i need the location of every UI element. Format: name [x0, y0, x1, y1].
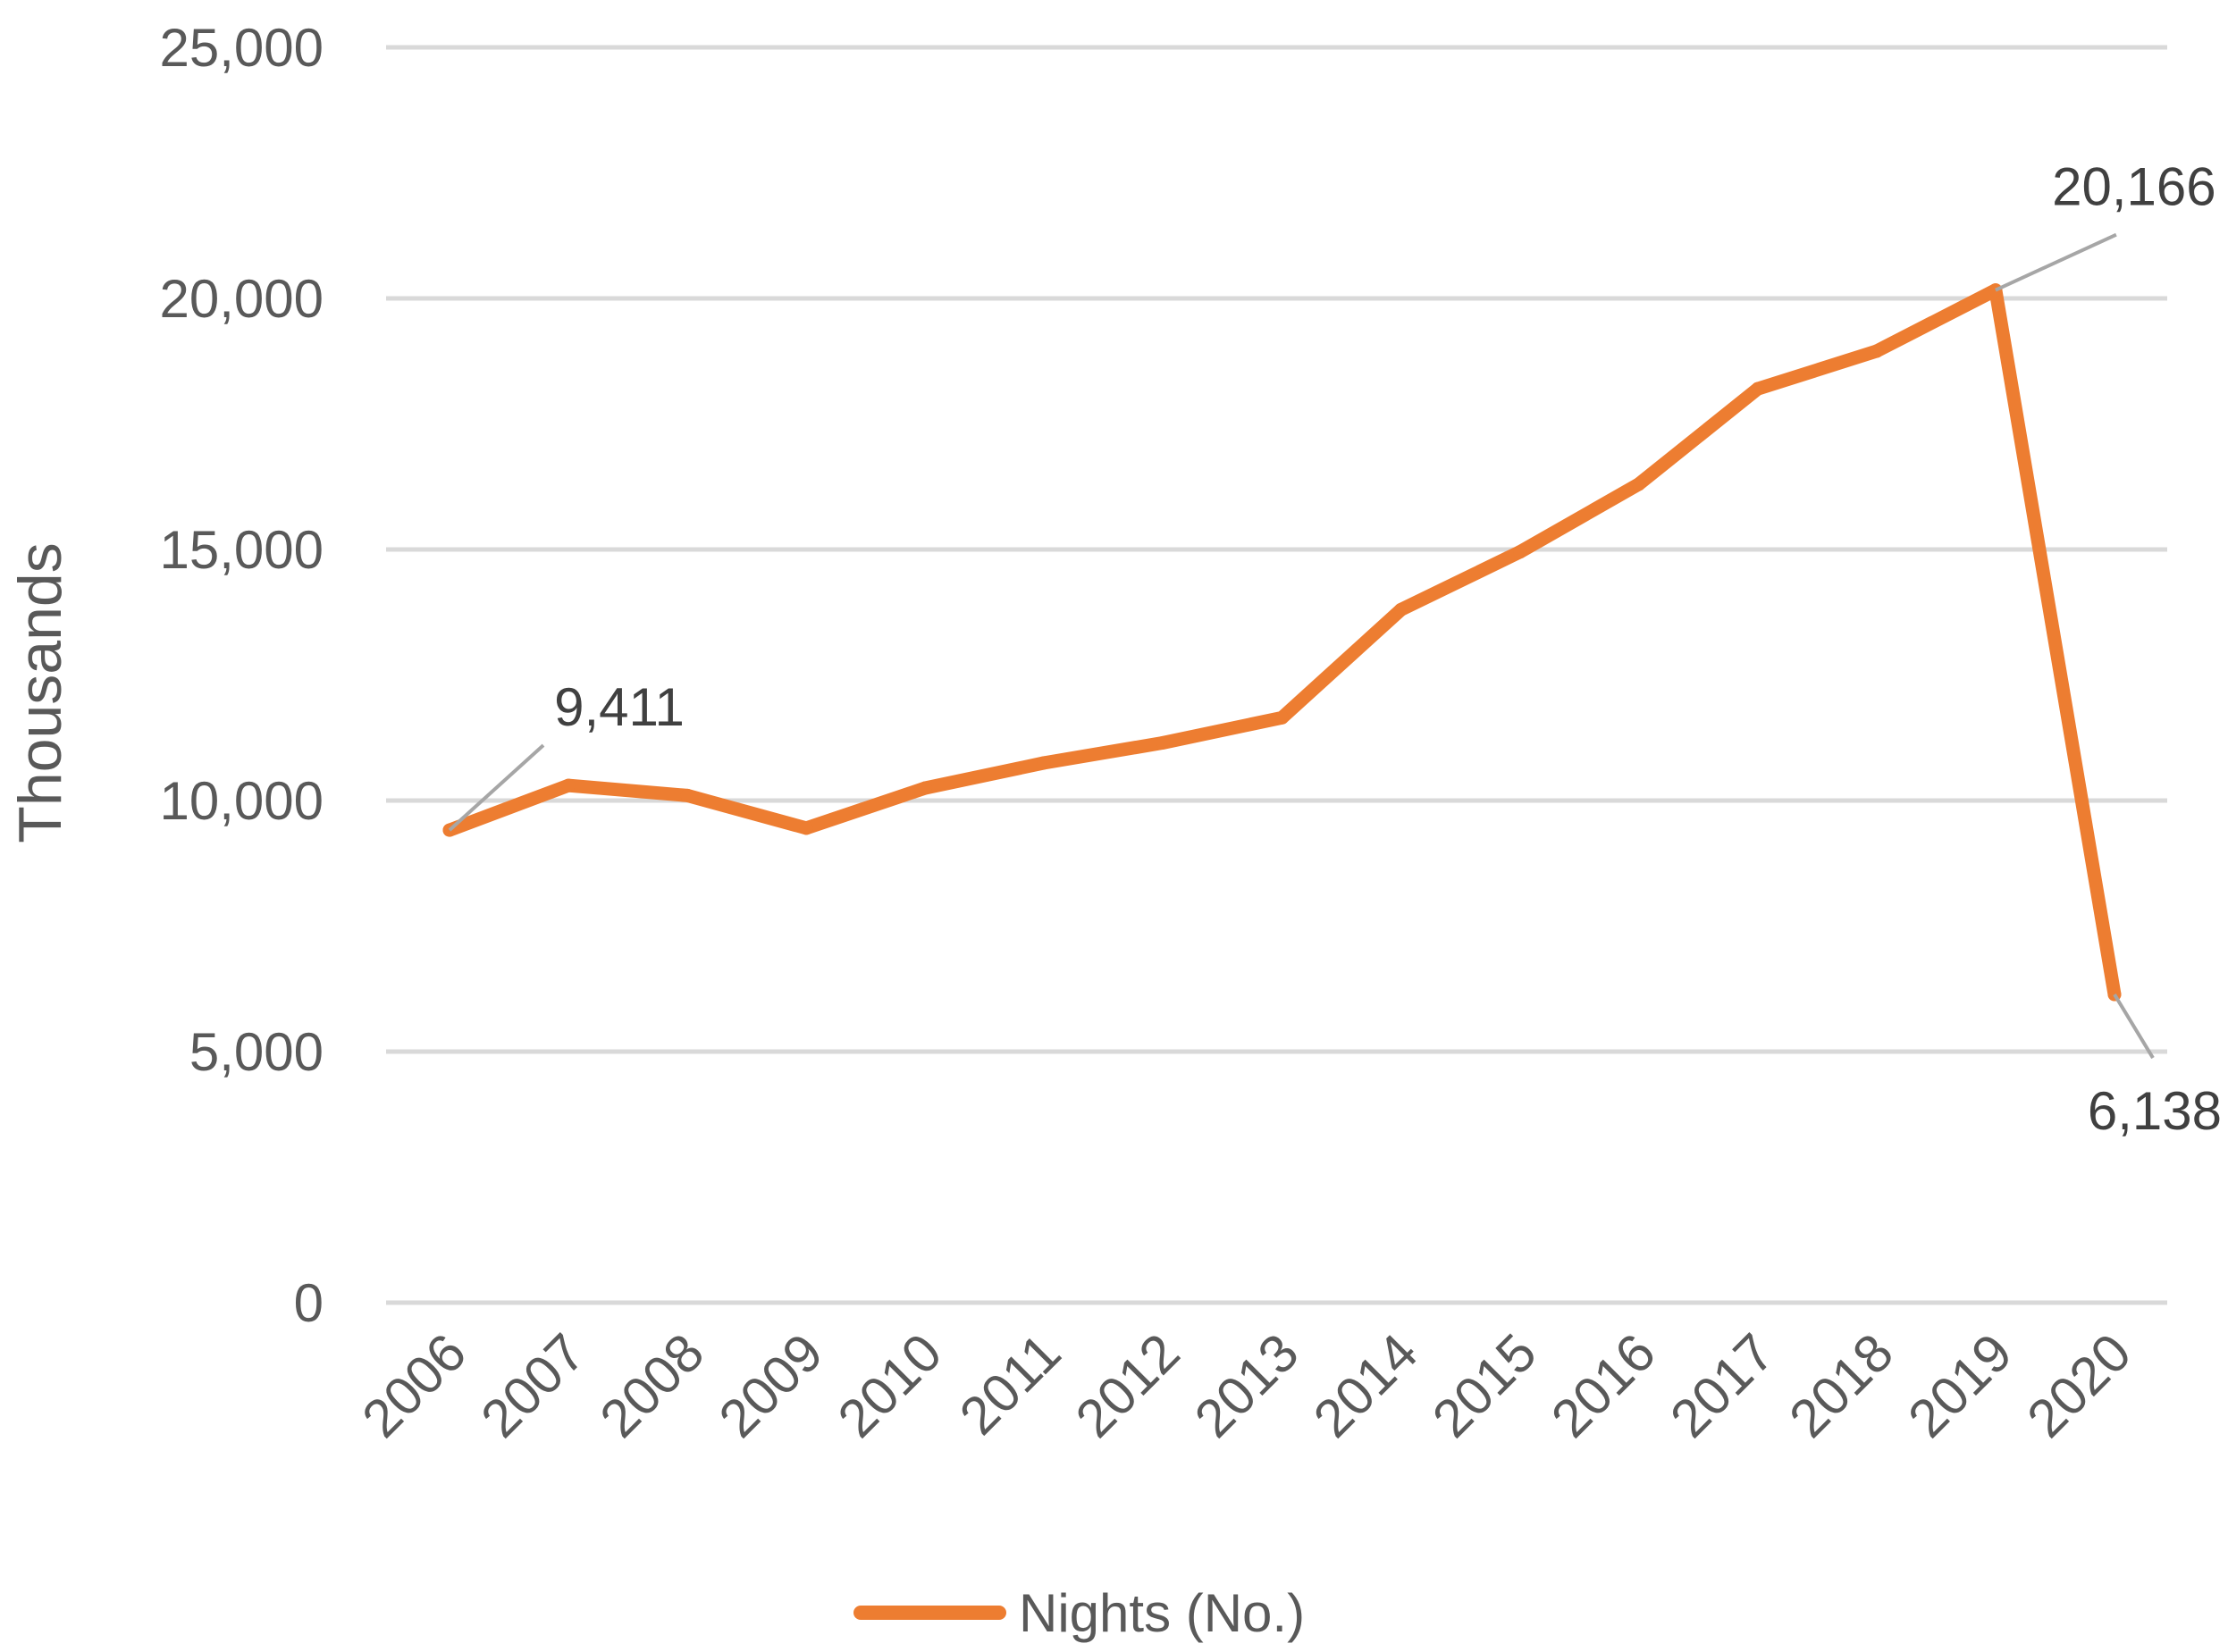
x-tick-label: 2006	[350, 1322, 477, 1449]
x-tick-label: 2015	[1421, 1322, 1548, 1449]
x-tick-label: 2008	[589, 1322, 716, 1449]
data-point	[799, 821, 813, 835]
data-point	[1156, 735, 1170, 750]
x-axis-tick-labels: 2006200720082009201020112012201320142015…	[350, 1322, 2142, 1449]
x-tick-label: 2016	[1540, 1322, 1667, 1449]
data-point	[1037, 756, 1051, 770]
data-labels: 9,411 20,166 6,138	[448, 157, 2222, 1141]
x-tick-label: 2017	[1659, 1322, 1786, 1449]
leader-line	[448, 743, 545, 832]
data-point	[1751, 382, 1765, 396]
y-axis-tick-labels: 0 5,000 10,000 15,000 20,000 25,000	[159, 18, 324, 1333]
data-point	[1274, 710, 1289, 725]
data-point	[1870, 344, 1884, 358]
y-tick-label: 0	[294, 1273, 324, 1333]
x-tick-label: 2010	[827, 1322, 954, 1449]
x-tick-label: 2019	[1896, 1322, 2023, 1449]
x-tick-label: 2020	[2015, 1322, 2142, 1449]
y-tick-label: 25,000	[159, 18, 324, 78]
x-tick-label: 2009	[708, 1322, 835, 1449]
x-tick-label: 2007	[469, 1322, 596, 1449]
gridlines	[386, 45, 2167, 1305]
data-point	[680, 788, 694, 802]
leader-line	[1995, 232, 2117, 292]
data-point	[1632, 477, 1646, 491]
x-tick-label: 2011	[948, 1322, 1072, 1447]
y-axis-title: Thousands	[6, 542, 74, 843]
x-tick-label: 2018	[1778, 1322, 1904, 1449]
legend-label: Nights (No.)	[1019, 1583, 1305, 1643]
data-point	[918, 781, 932, 795]
y-tick-label: 15,000	[159, 520, 324, 580]
y-tick-label: 20,000	[159, 269, 324, 329]
series-line	[442, 283, 2122, 1002]
data-point	[1394, 602, 1408, 616]
legend: Nights (No.)	[853, 1583, 1305, 1643]
data-label: 9,411	[554, 677, 685, 737]
y-tick-label: 10,000	[159, 771, 324, 831]
leader-line	[2113, 994, 2155, 1060]
data-label: 6,138	[2088, 1081, 2222, 1141]
data-point	[561, 778, 576, 792]
y-tick-label: 5,000	[189, 1022, 324, 1082]
data-label: 20,166	[2052, 157, 2216, 217]
x-tick-label: 2013	[1183, 1322, 1310, 1449]
series-layer	[442, 283, 2122, 1002]
x-tick-label: 2014	[1302, 1322, 1429, 1449]
data-point	[1513, 545, 1527, 559]
x-tick-label: 2012	[1064, 1322, 1191, 1449]
